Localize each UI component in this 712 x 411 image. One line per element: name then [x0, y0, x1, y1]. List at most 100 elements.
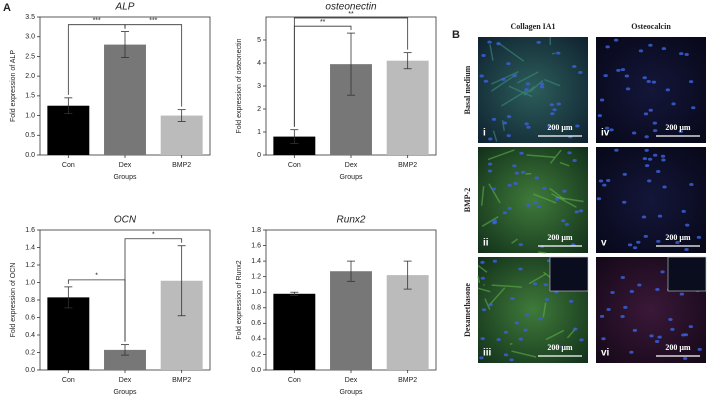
nucleus — [510, 297, 515, 301]
y-tick-label: 1.6 — [251, 242, 261, 249]
nucleus — [556, 51, 561, 55]
nucleus — [496, 338, 501, 342]
y-tick-label: 3.0 — [25, 34, 35, 41]
y-axis-label: Fold expression of Runx2 — [236, 260, 243, 339]
error-bar — [403, 260, 412, 290]
nucleus — [520, 170, 526, 174]
fiber — [477, 275, 481, 284]
nucleus — [597, 114, 603, 118]
fiber — [477, 287, 491, 293]
nucleus — [492, 219, 497, 223]
nucleus — [518, 337, 524, 341]
nucleus — [519, 151, 524, 155]
error-bar — [290, 291, 299, 296]
nucleus — [536, 205, 542, 209]
panel-numeral: v — [601, 238, 607, 249]
y-tick-label: 1.2 — [251, 274, 261, 281]
nucleus — [524, 122, 529, 126]
nucleus — [523, 328, 528, 332]
error-bar — [290, 129, 299, 144]
nucleus — [556, 345, 561, 349]
nucleus — [569, 299, 574, 303]
nucleus — [512, 74, 517, 78]
fiber — [511, 238, 518, 244]
error-bar — [403, 52, 412, 70]
nucleus — [697, 347, 702, 351]
nucleus — [688, 80, 694, 84]
nucleus — [488, 137, 493, 141]
nucleus — [544, 298, 550, 302]
nucleus — [512, 164, 517, 168]
nucleus — [668, 317, 673, 321]
fiber — [528, 273, 547, 285]
nucleus — [487, 169, 493, 173]
significance-label: *** — [93, 18, 101, 25]
x-tick-label: BMP2 — [398, 377, 417, 384]
panel-numeral: vi — [601, 348, 610, 359]
nucleus — [543, 283, 548, 287]
nucleus — [513, 182, 518, 186]
nucleus — [655, 288, 660, 292]
nucleus — [491, 187, 497, 191]
nucleus — [641, 215, 647, 219]
nucleus — [629, 350, 634, 354]
y-tick-label: 1.0 — [25, 279, 35, 286]
fiber — [529, 79, 544, 93]
fiber — [501, 90, 528, 107]
nucleus — [525, 82, 531, 86]
x-tick-label: Dex — [119, 162, 132, 169]
nucleus — [660, 154, 666, 158]
chart-title: OCN — [114, 215, 137, 226]
nucleus — [671, 102, 676, 106]
y-tick-label: 1.2 — [25, 262, 35, 269]
fiber — [496, 41, 525, 62]
nucleus — [481, 308, 487, 312]
bar — [386, 275, 429, 370]
fiber — [477, 264, 488, 273]
nucleus — [604, 126, 610, 130]
y-axis-label: Fold expression of ALP — [10, 50, 17, 122]
nucleus — [574, 210, 579, 214]
nucleus — [487, 40, 492, 44]
nucleus — [556, 102, 561, 106]
x-tick-label: Dex — [119, 377, 132, 384]
nucleus — [550, 112, 555, 116]
nucleus — [656, 239, 661, 243]
nucleus — [642, 157, 648, 161]
x-axis-label: Groups — [114, 174, 137, 181]
nucleus — [696, 235, 702, 239]
nucleus — [491, 117, 497, 121]
nucleus — [616, 68, 621, 72]
error-bar — [177, 109, 186, 122]
nucleus — [603, 74, 608, 78]
nucleus — [526, 125, 531, 129]
nucleus — [622, 172, 627, 176]
significance-label: * — [152, 232, 155, 239]
nucleus — [657, 335, 662, 339]
bar — [273, 293, 316, 370]
error-bar — [347, 260, 355, 282]
nucleus — [552, 108, 557, 112]
significance-bracket — [124, 24, 183, 107]
nucleus — [488, 303, 493, 307]
nucleus — [689, 182, 694, 186]
nucleus — [638, 49, 644, 53]
nucleus — [652, 153, 658, 157]
nucleus — [573, 327, 578, 331]
y-tick-label: 0.0 — [25, 367, 35, 374]
fiber — [509, 342, 513, 345]
nucleus — [560, 219, 566, 223]
micrograph — [596, 147, 706, 253]
nucleus — [534, 176, 540, 180]
y-axis-label: Fold expression of osteonectin — [236, 38, 243, 133]
nucleus — [651, 80, 657, 84]
nucleus — [665, 88, 671, 92]
nucleus — [506, 62, 511, 66]
y-tick-label: 1.5 — [25, 93, 35, 100]
nucleus — [661, 47, 667, 51]
fiber — [481, 216, 499, 227]
nucleus — [509, 358, 514, 362]
fiber — [537, 251, 547, 254]
nucleus — [627, 243, 633, 247]
nucleus — [518, 267, 523, 271]
